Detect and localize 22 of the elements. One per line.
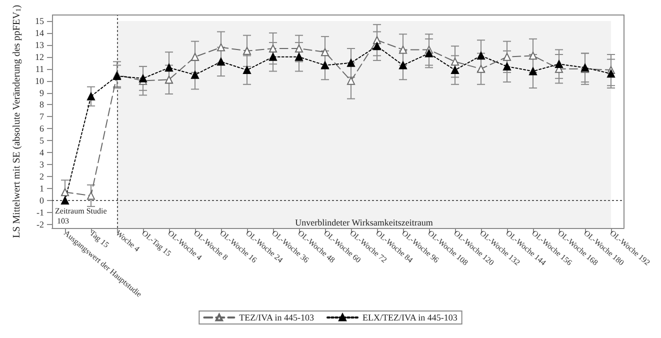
y-tick-label: -2 [36, 219, 44, 230]
legend-label: ELX/TEZ/IVA in 445-103 [362, 312, 458, 322]
y-tick-label: 15 [35, 16, 44, 26]
band-label: Unverblindeter Wirksamkeitszeitraum [295, 218, 433, 228]
y-tick-label: 14 [35, 28, 44, 38]
annotation: Zeitraum Studie 103 [55, 206, 108, 226]
y-tick-label: 9 [40, 88, 44, 98]
y-tick-label: 11 [35, 64, 44, 74]
y-tick-label: 5 [40, 136, 44, 146]
y-tick-label: 2 [40, 172, 44, 182]
y-tick-label: 3 [40, 160, 44, 170]
y-tick-label: 8 [40, 100, 44, 110]
y-tick-label: 4 [40, 148, 44, 158]
y-tick-label: 13 [35, 40, 44, 50]
y-tick-label: 6 [40, 124, 44, 134]
y-tick-label: 0 [40, 195, 44, 206]
legend-label: TEZ/IVA in 445-103 [239, 312, 315, 322]
y-tick-label: 12 [35, 52, 44, 62]
y-tick-label: 10 [35, 76, 44, 86]
y-tick-label: 7 [40, 112, 44, 122]
y-tick-label: -1 [36, 207, 44, 218]
y-tick-label: 1 [40, 184, 44, 194]
